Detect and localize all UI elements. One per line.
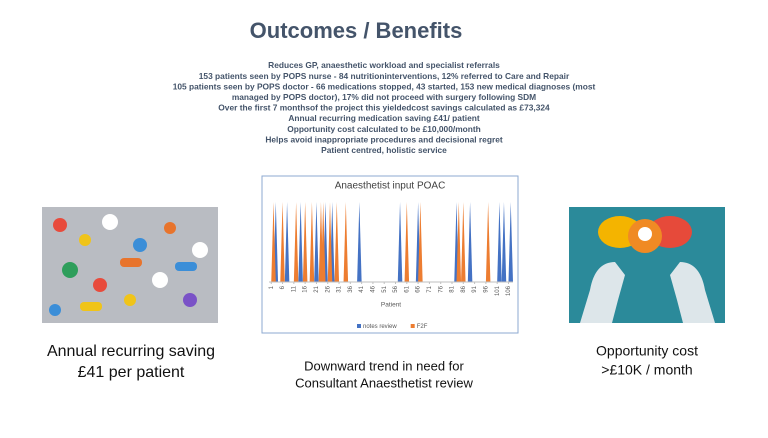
spike [357, 202, 362, 282]
x-tick-label: 11 [291, 285, 297, 292]
x-tick-label: 101 [495, 285, 501, 296]
x-tick-label: 106 [506, 285, 512, 296]
pills-image [42, 207, 218, 323]
x-tick-label: 1 [269, 285, 275, 289]
legend-label: notes review [363, 324, 397, 330]
caption: Opportunity cost [596, 343, 698, 359]
bullet: 153 patients seen by POPS nurse - 84 nut… [199, 71, 570, 81]
spike [280, 202, 285, 282]
spike [271, 202, 276, 282]
spike [397, 202, 403, 282]
spike [343, 202, 349, 282]
x-tick-label: 56 [393, 285, 399, 292]
x-tick-label: 31 [337, 285, 343, 292]
spike [418, 202, 423, 282]
x-tick-label: 51 [382, 285, 388, 292]
bullet: managed by POPS doctor), 17% did not pro… [232, 92, 536, 102]
bullet: Reduces GP, anaesthetic workload and spe… [268, 60, 500, 70]
x-tick-label: 16 [303, 285, 309, 292]
legend-swatch [357, 324, 361, 328]
spike [467, 202, 473, 282]
x-tick-label: 41 [359, 285, 365, 292]
spike [334, 202, 340, 282]
x-tick-label: 26 [325, 285, 331, 292]
chart-title: Anaesthetist input POAC [335, 181, 446, 192]
spike [327, 202, 333, 282]
spike [314, 202, 319, 282]
spike [309, 202, 315, 282]
spike [501, 202, 507, 282]
x-tick-label: 71 [427, 285, 433, 292]
x-tick-label: 66 [416, 285, 422, 292]
caption: >£10K / month [601, 362, 692, 378]
bullet: Opportunity cost calculated to be £10,00… [287, 124, 481, 134]
spike [293, 202, 299, 282]
x-tick-label: 91 [472, 285, 478, 292]
x-tick-label: 21 [314, 285, 320, 292]
x-tick-label: 86 [461, 285, 467, 292]
spike [298, 202, 303, 282]
bullet: Helps avoid inappropriate procedures and… [265, 134, 503, 144]
bullet: Patient centred, holistic service [321, 145, 447, 155]
spike [404, 202, 410, 282]
x-tick-label: 46 [371, 285, 377, 292]
caption: Downward trend in need for [304, 358, 464, 373]
caption: Consultant Anaesthetist review [295, 375, 473, 390]
x-tick-label: 96 [483, 285, 489, 292]
spike [284, 202, 290, 282]
spike [485, 202, 491, 282]
spike [497, 202, 502, 282]
bullet: 105 patients seen by POPS doctor - 66 me… [173, 81, 596, 91]
bullet: Annual recurring medication saving £41/ … [288, 113, 479, 123]
bullet-list: Reduces GP, anaesthetic workload and spe… [173, 60, 596, 155]
spike [461, 202, 466, 282]
ideas-image [569, 207, 725, 323]
chart: 1 6 11 16 21 26 31 36 41 46 51 56 61 66 71 76 81 86 91 96 10… [269, 202, 513, 330]
x-tick-label: 81 [450, 285, 456, 292]
spike [456, 202, 462, 282]
x-axis-label: Patient [381, 302, 401, 309]
spike [508, 202, 513, 282]
caption: Annual recurring saving [47, 343, 215, 360]
x-tick-label: 36 [348, 285, 354, 292]
x-tick-label: 6 [280, 285, 286, 289]
title: Outcomes / Benefits [250, 18, 463, 43]
spike [302, 202, 308, 282]
caption: £41 per patient [78, 364, 185, 381]
legend-label: F2F [417, 324, 428, 330]
bullet: Over the first 7 monthsof the project th… [218, 103, 550, 113]
spike [320, 202, 326, 282]
x-tick-label: 61 [404, 285, 410, 292]
legend-swatch [410, 324, 415, 328]
x-tick-label: 76 [438, 285, 444, 292]
